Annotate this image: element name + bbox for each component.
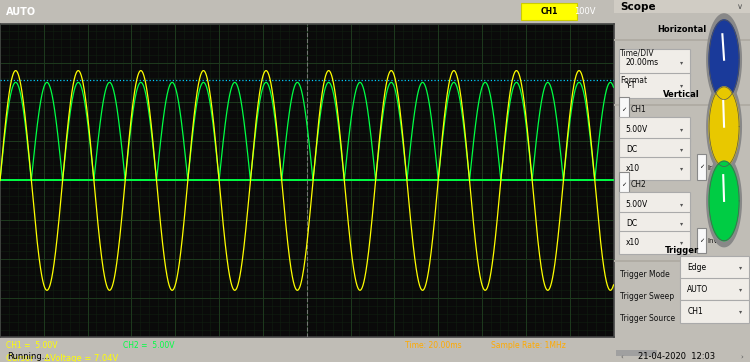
Text: Time/DIV: Time/DIV <box>620 49 655 58</box>
Text: Running...: Running... <box>8 353 50 361</box>
Text: Sample Rate: 1MHz: Sample Rate: 1MHz <box>490 341 566 350</box>
Text: CH2 =  5.00V: CH2 = 5.00V <box>123 341 174 350</box>
Bar <box>616 350 657 356</box>
Bar <box>614 260 750 262</box>
Text: CH1 =  5.00V: CH1 = 5.00V <box>6 341 58 350</box>
Text: 100V: 100V <box>574 7 595 16</box>
Text: Format: Format <box>620 76 647 85</box>
Bar <box>614 0 750 13</box>
Text: ▾: ▾ <box>680 240 683 245</box>
Text: ▾: ▾ <box>739 287 742 292</box>
FancyBboxPatch shape <box>680 300 748 323</box>
FancyBboxPatch shape <box>619 212 690 235</box>
FancyBboxPatch shape <box>697 154 706 180</box>
FancyBboxPatch shape <box>619 138 690 161</box>
Text: ✓: ✓ <box>699 164 704 169</box>
FancyBboxPatch shape <box>619 49 690 76</box>
FancyBboxPatch shape <box>521 3 577 20</box>
Text: Y-T: Y-T <box>626 81 636 90</box>
Text: ✓: ✓ <box>621 107 626 112</box>
FancyBboxPatch shape <box>697 228 706 253</box>
Polygon shape <box>706 155 741 247</box>
FancyBboxPatch shape <box>680 256 748 279</box>
Text: ✓: ✓ <box>621 182 626 187</box>
Text: 5.00V: 5.00V <box>626 200 648 209</box>
FancyBboxPatch shape <box>619 117 690 142</box>
Text: Edge: Edge <box>687 263 706 272</box>
Text: 21-04-2020  12:03: 21-04-2020 12:03 <box>638 353 715 361</box>
Text: ▾: ▾ <box>739 309 742 314</box>
Text: Cursor :  ΔVoltage = 7.04V: Cursor : ΔVoltage = 7.04V <box>6 354 118 362</box>
Text: CH1: CH1 <box>541 7 558 16</box>
Text: Trigger Source: Trigger Source <box>620 314 676 323</box>
Text: ▾: ▾ <box>680 127 683 132</box>
Text: ›: › <box>740 355 743 361</box>
Text: ▾: ▾ <box>739 265 742 270</box>
Text: Invert: Invert <box>708 165 728 171</box>
Text: ‹: ‹ <box>620 355 623 361</box>
Polygon shape <box>709 20 739 100</box>
FancyBboxPatch shape <box>619 157 690 180</box>
Polygon shape <box>709 161 739 241</box>
Text: ▾: ▾ <box>680 221 683 226</box>
Text: ▾: ▾ <box>680 147 683 152</box>
Text: x10: x10 <box>626 164 640 173</box>
Text: Trigger Sweep: Trigger Sweep <box>620 292 674 302</box>
Text: Horizontal: Horizontal <box>657 25 706 34</box>
Text: Invert: Invert <box>708 239 728 244</box>
FancyBboxPatch shape <box>619 231 690 254</box>
FancyBboxPatch shape <box>619 97 628 122</box>
Polygon shape <box>706 14 741 105</box>
Text: Trigger: Trigger <box>664 246 699 255</box>
Text: AUTO: AUTO <box>687 285 709 294</box>
Bar <box>614 39 750 41</box>
Text: 5.00V: 5.00V <box>626 125 648 134</box>
Polygon shape <box>706 81 741 172</box>
Bar <box>614 104 750 106</box>
FancyBboxPatch shape <box>680 278 748 300</box>
Text: Trigger Mode: Trigger Mode <box>620 270 670 279</box>
Text: DC: DC <box>626 219 637 228</box>
Bar <box>614 349 750 357</box>
Text: Scope: Scope <box>620 1 656 12</box>
Polygon shape <box>709 87 739 167</box>
Text: Vertical: Vertical <box>663 90 700 99</box>
Text: AUTO: AUTO <box>6 7 36 17</box>
Text: DC: DC <box>626 145 637 154</box>
FancyBboxPatch shape <box>619 172 628 197</box>
Text: Time: 20.00ms: Time: 20.00ms <box>405 341 461 350</box>
Text: ✓: ✓ <box>699 238 704 243</box>
Text: ▾: ▾ <box>680 166 683 171</box>
Text: ▾: ▾ <box>680 60 683 65</box>
FancyBboxPatch shape <box>619 73 690 98</box>
Text: ▾: ▾ <box>680 202 683 207</box>
FancyBboxPatch shape <box>619 192 690 216</box>
Text: x10: x10 <box>626 238 640 247</box>
Text: 20.00ms: 20.00ms <box>626 58 659 67</box>
Text: ∨: ∨ <box>737 2 743 11</box>
Text: ▾: ▾ <box>680 83 683 88</box>
Text: CH1: CH1 <box>687 307 703 316</box>
Text: CH2: CH2 <box>631 180 646 189</box>
Text: CH1: CH1 <box>631 105 646 114</box>
